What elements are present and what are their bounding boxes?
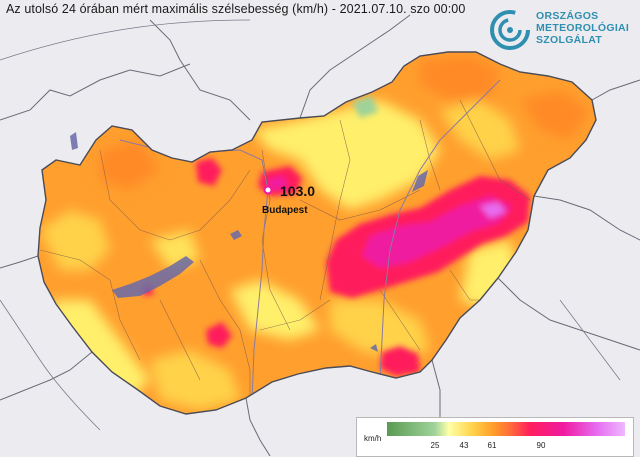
logo-line-3: SZOLGÁLAT — [536, 34, 603, 46]
legend: km/h 25 43 61 90 — [356, 417, 634, 457]
hungary-wind-field — [38, 52, 596, 414]
neighbor-borders — [0, 14, 640, 456]
hungary-border — [37, 51, 597, 415]
legend-tick: 61 — [487, 441, 497, 450]
logo-swirl-icon — [490, 10, 530, 50]
legend-tick: 43 — [459, 441, 469, 450]
logo-line-1: ORSZÁGOS — [536, 10, 599, 22]
city-label-budapest: Budapest — [262, 205, 308, 216]
logo-text: ORSZÁGOS METEOROLÓGIAI SZOLGÁLAT — [536, 10, 629, 46]
omsz-logo: ORSZÁGOS METEOROLÓGIAI SZOLGÁLAT — [488, 8, 638, 58]
lakes — [70, 132, 428, 352]
legend-unit: km/h — [364, 434, 382, 443]
map-title: Az utolsó 24 órában mért maximális széls… — [6, 2, 466, 16]
rivers — [0, 19, 621, 431]
station-value: 103.0 — [280, 183, 316, 199]
county-borders — [39, 99, 531, 400]
logo-line-2: METEOROLÓGIAI — [536, 22, 630, 34]
budapest-station-marker — [263, 185, 273, 195]
legend-color-bar — [387, 422, 625, 436]
legend-tick: 25 — [430, 441, 440, 450]
legend-tick: 90 — [536, 441, 546, 450]
